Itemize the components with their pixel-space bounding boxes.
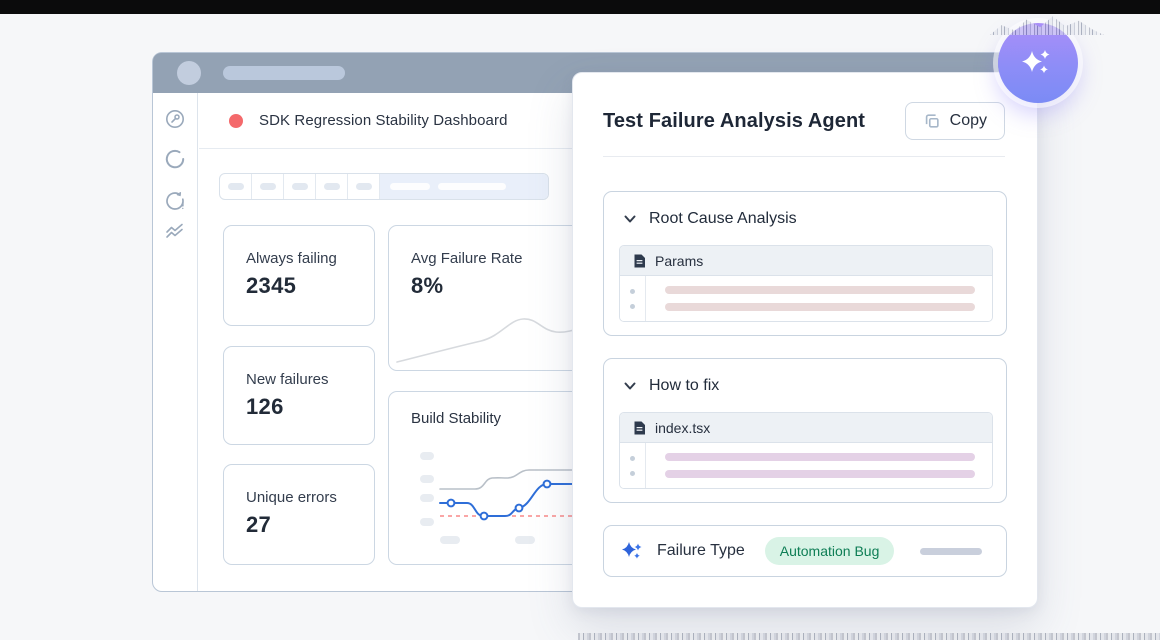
copy-label: Copy — [949, 112, 987, 129]
glitch-artifact-top — [990, 16, 1104, 35]
stat-label: Unique errors — [246, 489, 337, 506]
tab-active-segment[interactable] — [380, 174, 548, 199]
file-icon — [634, 421, 645, 434]
code-filename: Params — [655, 252, 704, 269]
copy-icon — [925, 114, 939, 128]
redacted-code-line — [665, 286, 975, 294]
top-black-bar — [0, 0, 1160, 14]
code-body — [620, 276, 992, 321]
redacted-code-line — [665, 453, 975, 461]
stat-value: 126 — [246, 394, 284, 419]
tab-pill — [259, 183, 276, 190]
stat-card-new-failures: New failures 126 — [223, 346, 375, 445]
ai-sparkles-button[interactable] — [998, 23, 1078, 103]
section-title: How to fix — [649, 377, 720, 394]
tab-placeholder-1[interactable] — [220, 174, 252, 199]
tab-pill — [355, 183, 372, 190]
stat-label: Always failing — [246, 250, 337, 267]
filter-tabbar — [219, 173, 549, 200]
stat-value: 27 — [246, 512, 272, 537]
line-number-gutter — [620, 443, 646, 488]
failure-type-card: Failure Type Automation Bug — [603, 525, 1007, 577]
dashboard-title: SDK Regression Stability Dashboard — [259, 112, 508, 129]
stat-label: New failures — [246, 371, 329, 388]
window-avatar-placeholder — [177, 61, 201, 85]
value-placeholder-pill — [920, 547, 982, 555]
panel-title: Test Failure Analysis Agent — [603, 109, 866, 132]
activity-lines-icon[interactable] — [163, 219, 187, 243]
sparkles-icon — [620, 539, 644, 563]
stat-value: 2345 — [246, 273, 297, 298]
section-root-cause: Root Cause Analysis Params — [603, 191, 1007, 336]
code-block-header: index.tsx — [620, 413, 992, 443]
tab-pill — [227, 183, 244, 190]
tab-placeholder-4[interactable] — [316, 174, 348, 199]
failure-type-badge: Automation Bug — [764, 537, 895, 565]
collapse-toggle-how-to-fix[interactable]: How to fix — [604, 359, 1006, 395]
section-how-to-fix: How to fix index.tsx — [603, 358, 1007, 503]
glitch-artifact-bottom — [578, 633, 1160, 640]
line-number-dot — [630, 456, 635, 461]
tab-pill — [323, 183, 340, 190]
line-number-dot — [630, 304, 635, 309]
stat-card-always-failing: Always failing 2345 — [223, 225, 375, 326]
collapse-toggle-root-cause[interactable]: Root Cause Analysis — [604, 192, 1006, 228]
divider — [603, 156, 1005, 157]
chevron-down-icon — [624, 382, 636, 390]
copy-button[interactable]: Copy — [904, 102, 1005, 140]
code-block: Params — [619, 245, 993, 322]
tab-placeholder-5[interactable] — [348, 174, 380, 199]
analysis-panel: Test Failure Analysis Agent Copy Root Ca… — [572, 72, 1038, 608]
status-dot — [229, 113, 243, 128]
code-block: index.tsx — [619, 412, 993, 489]
active-tab-pill — [438, 183, 506, 190]
stat-card-unique-errors: Unique errors 27 — [223, 464, 375, 565]
tab-pill — [291, 183, 308, 190]
line-number-dot — [630, 289, 635, 294]
loader-icon[interactable] — [163, 147, 187, 171]
section-title: Root Cause Analysis — [649, 210, 797, 227]
code-body — [620, 443, 992, 488]
redacted-code-line — [665, 303, 975, 311]
redacted-code-line — [665, 470, 975, 478]
active-tab-pill — [390, 183, 430, 190]
window-title-placeholder — [223, 66, 345, 80]
chart-title: Build Stability — [411, 410, 502, 427]
sparkles-icon — [1022, 50, 1050, 74]
failure-type-label: Failure Type — [657, 542, 745, 559]
code-block-header: Params — [620, 246, 992, 276]
sidebar — [153, 93, 198, 591]
tab-placeholder-3[interactable] — [284, 174, 316, 199]
history-alert-icon[interactable] — [163, 189, 187, 213]
code-filename: index.tsx — [655, 419, 711, 436]
line-number-dot — [630, 471, 635, 476]
build-stability-chart — [420, 452, 688, 544]
stat-label: Avg Failure Rate — [411, 250, 523, 267]
line-number-gutter — [620, 276, 646, 321]
stat-value: 8% — [411, 273, 444, 298]
file-icon — [634, 254, 645, 267]
chevron-down-icon — [624, 215, 636, 223]
tool-icon[interactable] — [163, 107, 187, 131]
tab-placeholder-2[interactable] — [252, 174, 284, 199]
panel-header: Test Failure Analysis Agent Copy — [603, 101, 1005, 141]
